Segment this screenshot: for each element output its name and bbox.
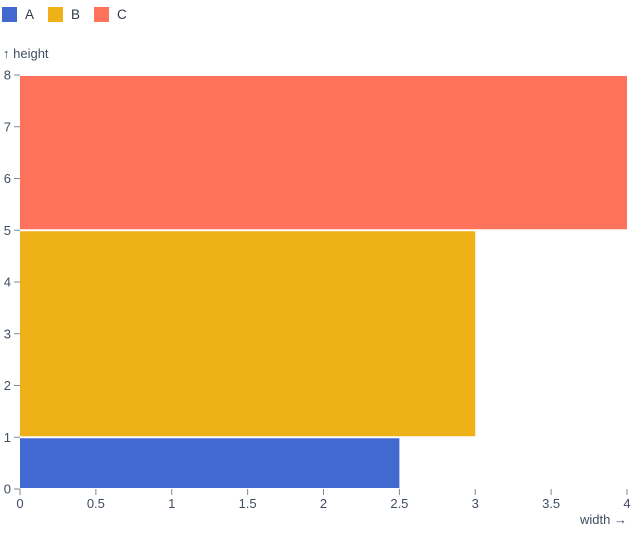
x-axis-title: width → — [580, 512, 627, 527]
y-tick-label: 4 — [4, 275, 11, 290]
x-tick-label: 0.5 — [87, 496, 105, 511]
legend-item-b: B — [48, 7, 80, 22]
y-tick-label: 0 — [4, 482, 11, 497]
legend-swatch-a — [2, 7, 17, 22]
y-tick-label: 5 — [4, 223, 11, 238]
bar-a — [20, 438, 400, 488]
legend: A B C — [2, 7, 127, 22]
legend-swatch-b — [48, 7, 64, 22]
x-tick-label: 0 — [16, 496, 23, 511]
y-tick-label: 8 — [4, 68, 11, 83]
bar-b — [20, 231, 476, 437]
y-tick-label: 2 — [4, 378, 11, 393]
x-tick-label: 1 — [168, 496, 175, 511]
legend-label-b: B — [71, 7, 81, 22]
x-tick-label: 2 — [320, 496, 327, 511]
x-tick-label: 4 — [623, 496, 630, 511]
x-tick-label: 1.5 — [239, 496, 257, 511]
y-tick-label: 1 — [4, 430, 11, 445]
x-tick-label: 2.5 — [390, 496, 408, 511]
legend-swatch-c — [94, 7, 110, 22]
legend-item-c: C — [94, 7, 127, 22]
legend-label-a: A — [25, 7, 35, 22]
legend-label-c: C — [117, 7, 127, 22]
y-tick-label: 3 — [4, 326, 11, 341]
y-tick-label: 7 — [4, 119, 11, 134]
bar-c — [20, 76, 627, 230]
y-tick-label: 6 — [4, 171, 11, 186]
x-tick-label: 3 — [472, 496, 479, 511]
x-tick-label: 3.5 — [542, 496, 560, 511]
y-axis-title: ↑ height — [3, 46, 49, 61]
legend-item-a: A — [2, 7, 34, 22]
